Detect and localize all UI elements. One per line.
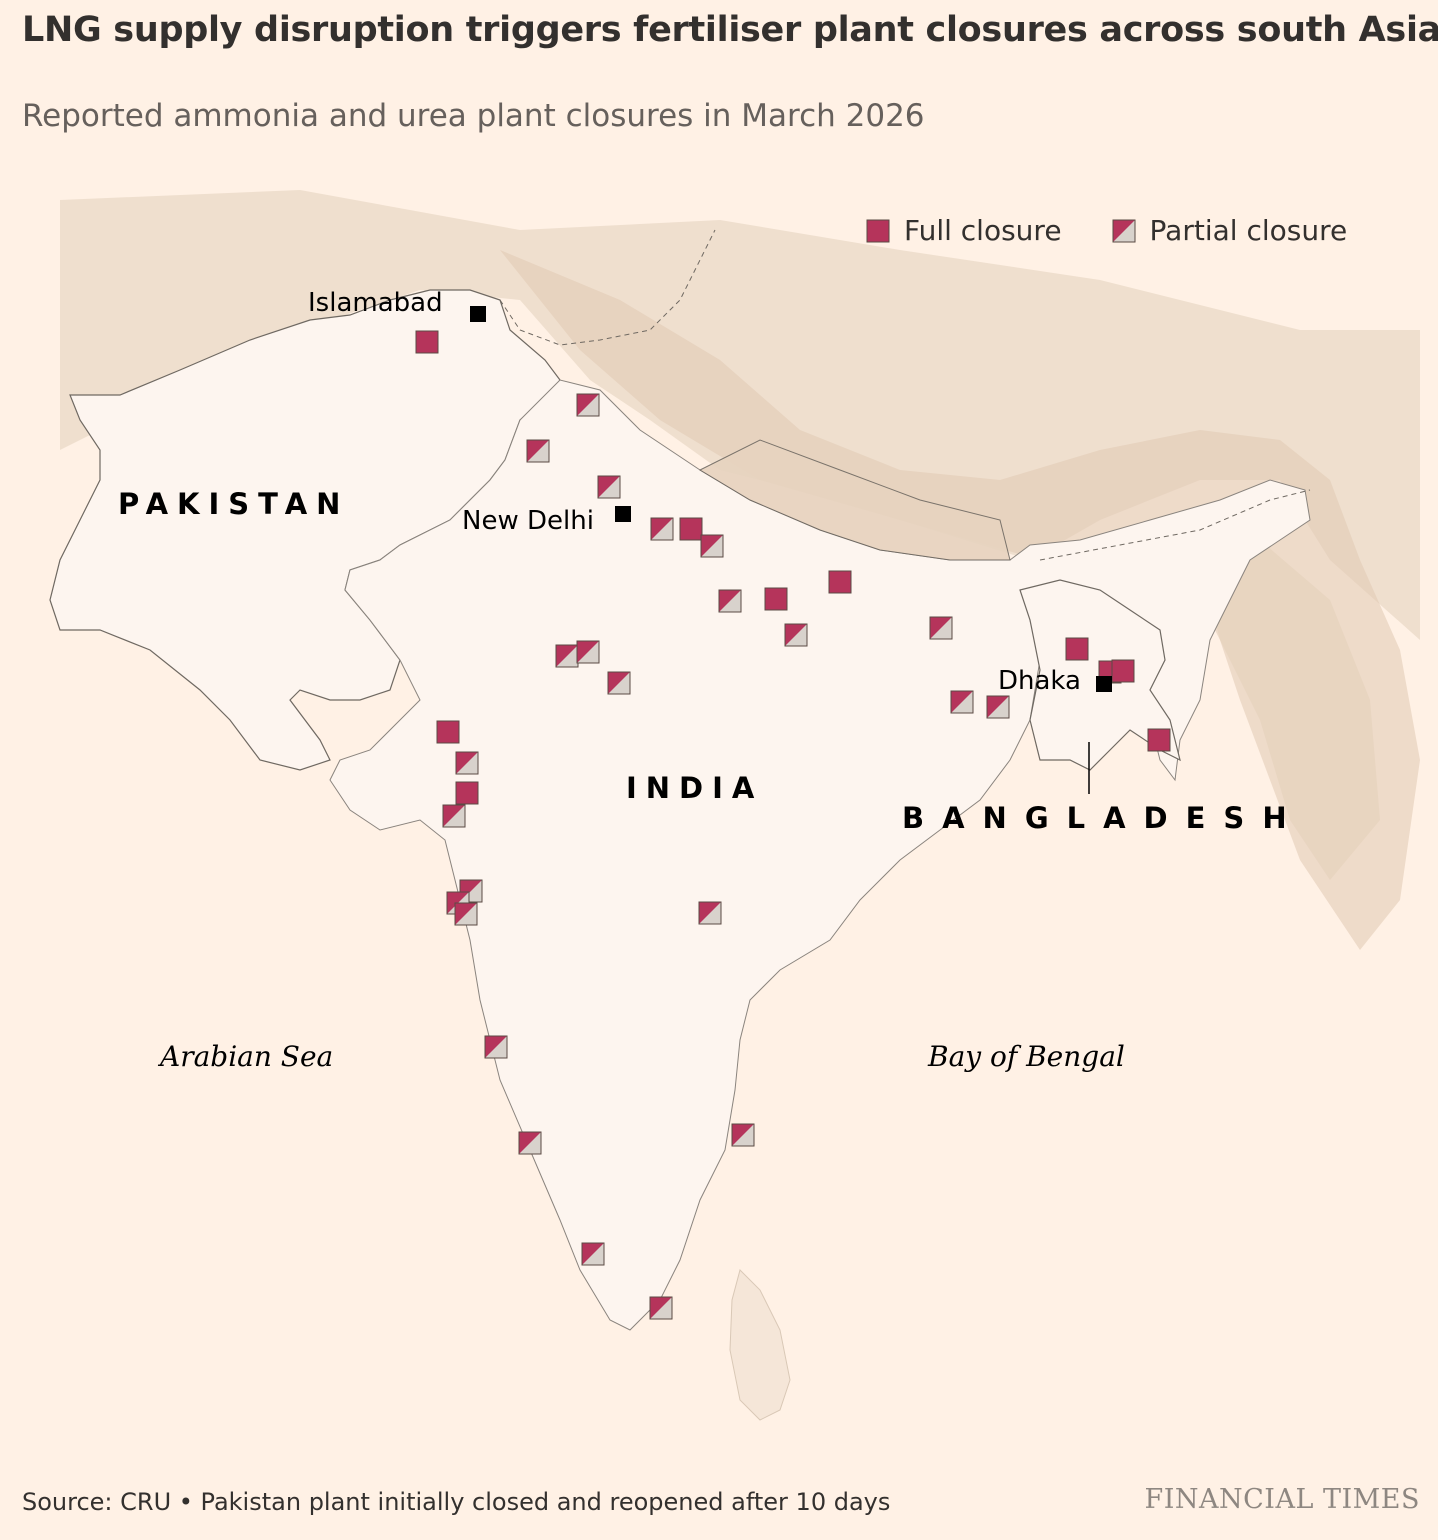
full-closure-marker <box>455 781 479 805</box>
islamabad-label: Islamabad <box>308 288 443 318</box>
partial-closure-marker <box>576 393 600 417</box>
partial-closure-marker <box>718 589 742 613</box>
plant-markers <box>415 330 1171 1320</box>
disputed-border <box>499 229 1311 561</box>
pakistan-label: PAKISTAN <box>118 487 349 521</box>
partial-closure-marker <box>649 1296 673 1320</box>
legend: Full closure Partial closure <box>866 214 1347 247</box>
full-closure-marker <box>415 330 439 354</box>
relief-layer <box>60 190 1420 950</box>
full-closure-marker <box>1147 728 1171 752</box>
new-delhi-label: New Delhi <box>462 506 594 536</box>
arabian-sea-label: Arabian Sea <box>157 1040 333 1073</box>
dhaka-marker <box>1096 676 1112 692</box>
partial-closure-marker <box>950 690 974 714</box>
chart-subtitle: Reported ammonia and urea plant closures… <box>22 98 925 134</box>
partial-closure-marker <box>929 616 953 640</box>
legend-full-closure: Full closure <box>866 214 1062 247</box>
full-closure-swatch <box>866 219 890 242</box>
partial-closure-marker <box>454 902 478 926</box>
bangladesh-label: BANGLADESH <box>902 801 1305 835</box>
source-note: Source: CRU • Pakistan plant initially c… <box>22 1488 891 1516</box>
bay-of-bengal-label: Bay of Bengal <box>927 1040 1125 1073</box>
full-closure-marker <box>764 587 788 611</box>
india-label: INDIA <box>626 771 763 805</box>
new-delhi-marker <box>615 506 631 522</box>
partial-closure-marker <box>650 517 674 541</box>
legend-partial-closure: Partial closure <box>1112 214 1348 247</box>
partial-closure-marker <box>784 623 808 647</box>
partial-closure-swatch <box>1112 219 1136 242</box>
legend-partial-label: Partial closure <box>1149 214 1348 247</box>
partial-closure-marker <box>526 439 550 463</box>
legend-full-label: Full closure <box>904 214 1062 247</box>
full-closure-marker <box>1111 659 1135 683</box>
partial-closure-marker <box>986 695 1010 719</box>
ft-brand-logo: FINANCIAL TIMES <box>1144 1484 1420 1515</box>
partial-closure-marker <box>576 640 600 664</box>
sri-lanka-land <box>729 1269 791 1421</box>
dhaka-label: Dhaka <box>998 666 1081 696</box>
islamabad-marker <box>470 306 486 322</box>
partial-closure-marker <box>518 1131 542 1155</box>
full-closure-marker <box>679 517 703 541</box>
partial-closure-marker <box>597 475 621 499</box>
full-closure-marker <box>1065 637 1089 661</box>
nepal-land <box>698 439 1011 561</box>
partial-closure-marker <box>555 644 579 668</box>
partial-closure-marker <box>607 671 631 695</box>
partial-closure-marker <box>484 1035 508 1059</box>
partial-closure-marker <box>581 1242 605 1266</box>
full-closure-marker <box>828 570 852 594</box>
partial-closure-marker <box>700 534 724 558</box>
full-closure-marker <box>436 720 460 744</box>
india-land <box>329 379 1311 1331</box>
partial-closure-marker <box>442 804 466 828</box>
partial-closure-marker <box>731 1123 755 1147</box>
chart-title: LNG supply disruption triggers fertilise… <box>22 10 1438 50</box>
partial-closure-marker <box>698 901 722 925</box>
partial-closure-marker <box>455 751 479 775</box>
south-asia-map: Arabian Sea Bay of Bengal PAKISTAN INDIA… <box>49 190 1420 1421</box>
